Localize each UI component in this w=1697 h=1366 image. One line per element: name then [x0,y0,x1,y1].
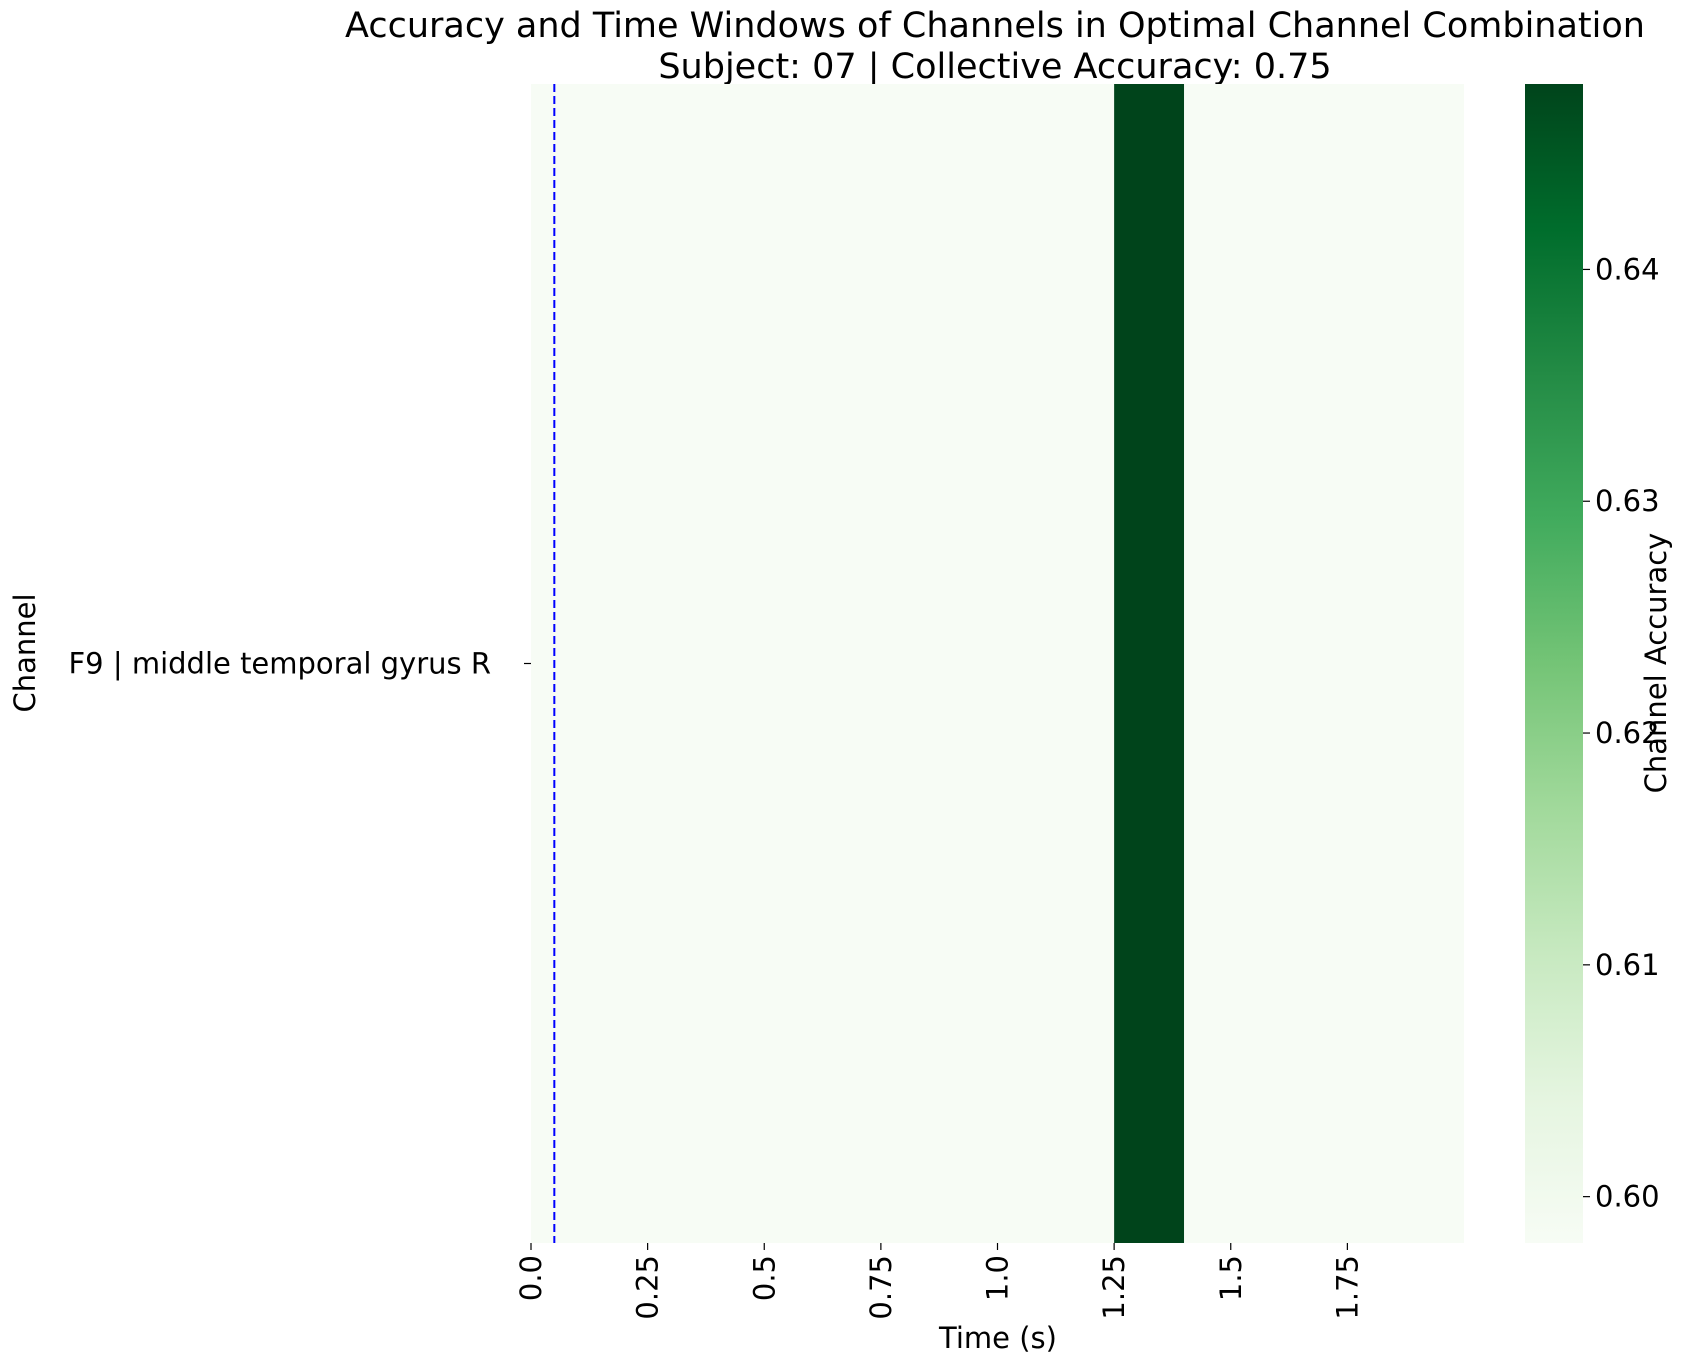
plot-area [531,84,1464,1243]
colorbar [1525,84,1583,1243]
colorbar-tick-label: 0.64 [1595,252,1660,286]
x-tick-label: 0.25 [631,1255,665,1320]
chart-title: Accuracy and Time Windows of Channels in… [345,6,1645,46]
heatmap-cell [1114,84,1185,1243]
x-tick-label: 0.75 [864,1255,898,1320]
colorbar-tick-label: 0.63 [1595,484,1660,518]
colorbar-tick-label: 0.60 [1595,1180,1660,1214]
colorbar-label: Channel Accuracy [1639,533,1673,794]
x-tick-label: 1.0 [981,1255,1015,1301]
x-axis: 0.0 0.25 0.5 0.75 1.0 1.25 1.5 1.75 [514,1243,1364,1320]
x-tick-label: 1.5 [1214,1255,1248,1301]
colorbar-gradient [1525,84,1583,1243]
colorbar-ticks: 0.60 0.61 0.62 0.63 0.64 [1583,252,1660,1214]
y-axis: F9 | middle temporal gyrus R [68,647,531,681]
chart-subtitle: Subject: 07 | Collective Accuracy: 0.75 [658,47,1331,87]
y-tick-label: F9 | middle temporal gyrus R [68,647,491,681]
x-tick-label: 0.0 [514,1255,548,1301]
heatmap-cell [531,84,1115,1243]
y-axis-label: Channel [8,593,42,712]
colorbar-tick-label: 0.61 [1595,948,1660,982]
x-tick-label: 0.5 [747,1255,781,1301]
x-tick-label: 1.25 [1097,1255,1131,1320]
x-tick-label: 1.75 [1330,1255,1364,1320]
x-axis-label: Time (s) [938,1321,1057,1355]
colorbar-tick-label: 0.62 [1595,716,1660,750]
heatmap-cell [1184,84,1464,1243]
